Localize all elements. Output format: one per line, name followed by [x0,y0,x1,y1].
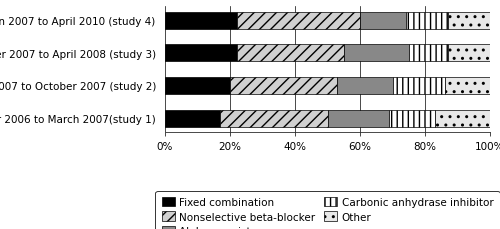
Bar [435,110,490,127]
Bar [236,45,344,62]
Bar [409,45,448,62]
Bar [165,45,236,62]
Bar [448,13,490,30]
Legend: Fixed combination, Nonselective beta-blocker, Alpha agonist, Carbonic anhydrase : Fixed combination, Nonselective beta-blo… [156,191,500,229]
Bar [360,13,406,30]
Bar [389,110,435,127]
Bar [344,45,409,62]
Bar [448,45,490,62]
Bar [220,110,328,127]
Bar [444,78,490,95]
Bar [165,13,236,30]
Bar [337,78,392,95]
Bar [165,110,220,127]
Bar [328,110,389,127]
Bar [165,78,230,95]
Bar [230,78,337,95]
Bar [392,78,444,95]
Bar [236,13,360,30]
Bar [406,13,448,30]
